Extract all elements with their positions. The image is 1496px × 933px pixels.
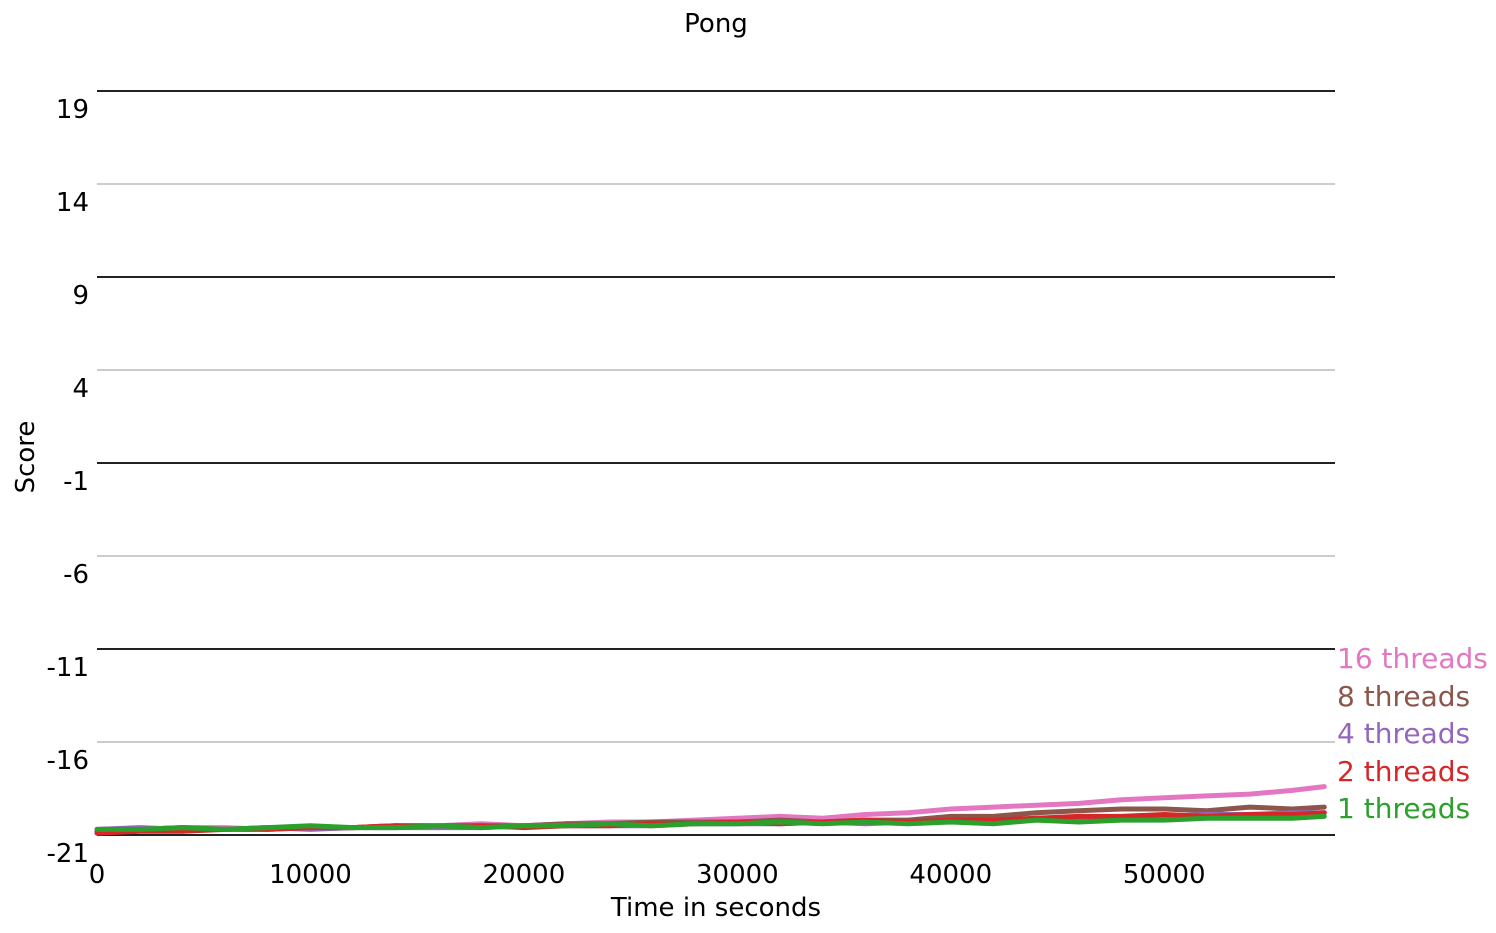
x-tick-label: 40000 (909, 860, 992, 890)
x-tick-label: 10000 (269, 860, 352, 890)
legend-label: 8 threads (1337, 680, 1470, 713)
series-layer (94, 784, 1327, 836)
y-tick-labels: -21 -16 -11 -6 -1 4 9 14 19 (47, 95, 89, 869)
x-axis-title: Time in seconds (610, 893, 821, 923)
legend-label: 2 threads (1337, 755, 1470, 788)
x-tick-label: 30000 (696, 860, 779, 890)
y-tick-label: -6 (63, 560, 89, 590)
y-tick-label: 14 (56, 188, 89, 218)
series-line-1-threads (94, 813, 1327, 832)
chart-title: Pong (684, 9, 748, 39)
grid-layer (97, 90, 1335, 836)
y-tick-label: -11 (47, 653, 89, 683)
y-tick-label: 9 (72, 281, 89, 311)
x-tick-labels: 0 10000 20000 30000 40000 50000 (89, 860, 1206, 890)
x-tick-label: 50000 (1123, 860, 1206, 890)
legend: 16 threads 8 threads 4 threads 2 threads 1 t… (1337, 642, 1488, 825)
legend-label: 4 threads (1337, 717, 1470, 750)
y-tick-label: -1 (63, 467, 89, 497)
y-tick-label: 4 (72, 374, 89, 404)
x-tick-label: 20000 (483, 860, 566, 890)
x-tick-label: 0 (89, 860, 106, 890)
y-tick-label: -21 (47, 839, 89, 869)
y-tick-label: -16 (47, 746, 89, 776)
legend-label: 1 threads (1337, 792, 1470, 825)
legend-label: 16 threads (1337, 642, 1488, 675)
y-tick-label: 19 (56, 95, 89, 125)
y-axis-title: Score (11, 421, 41, 494)
